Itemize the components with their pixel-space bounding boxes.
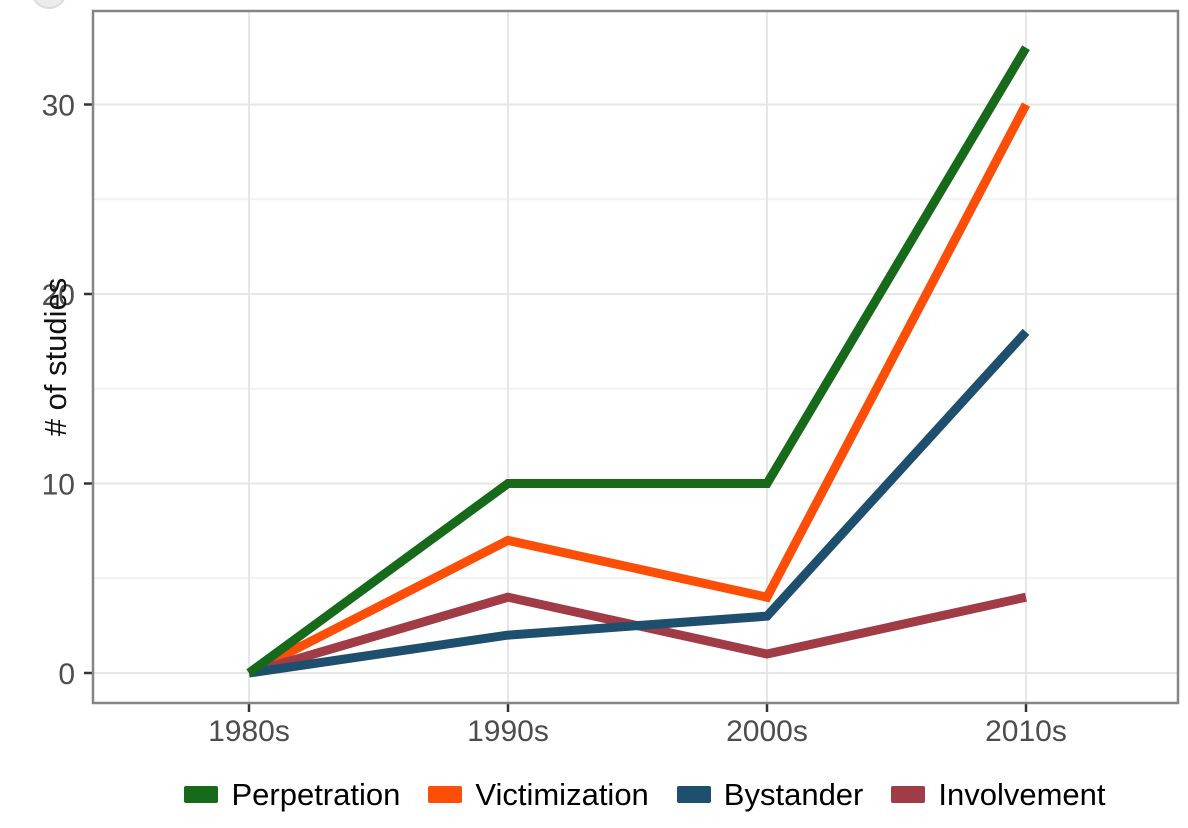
y-tick-label: 10: [42, 469, 75, 502]
legend-swatch-icon: [891, 786, 926, 803]
legend-item-perpetration: Perpetration: [184, 779, 400, 810]
legend: Perpetration Victimization Bystander Involv…: [51, 779, 1188, 810]
legend-item-involvement: Involvement: [891, 777, 1106, 812]
legend-label: Victimization: [475, 777, 649, 812]
legend-swatch-icon: [676, 786, 711, 803]
y-tick-label: 20: [42, 279, 75, 312]
legend-item-bystander: Bystander: [676, 777, 864, 812]
x-tick-label: 2010s: [985, 715, 1067, 748]
series-line-victimization: [246, 102, 1030, 678]
y-tick-label: 30: [42, 90, 75, 123]
panel-border: [91, 9, 1180, 705]
x-tick-label: 1990s: [467, 715, 549, 748]
y-axis-title: # of studies: [38, 278, 73, 437]
legend-swatch-icon: [184, 786, 219, 803]
legend-swatch-icon: [428, 786, 463, 803]
legend-label: Perpetration: [231, 777, 401, 812]
x-tick-label: 1980s: [208, 715, 290, 748]
series-line-bystander: [248, 328, 1030, 678]
legend-item-victimization: Victimization: [428, 777, 649, 812]
series-line-perpetration: [246, 45, 1030, 677]
x-tick-label: 2000s: [726, 715, 808, 748]
legend-label: Involvement: [938, 777, 1106, 812]
legend-label: Bystander: [723, 777, 864, 812]
y-tick-label: 0: [58, 658, 75, 691]
